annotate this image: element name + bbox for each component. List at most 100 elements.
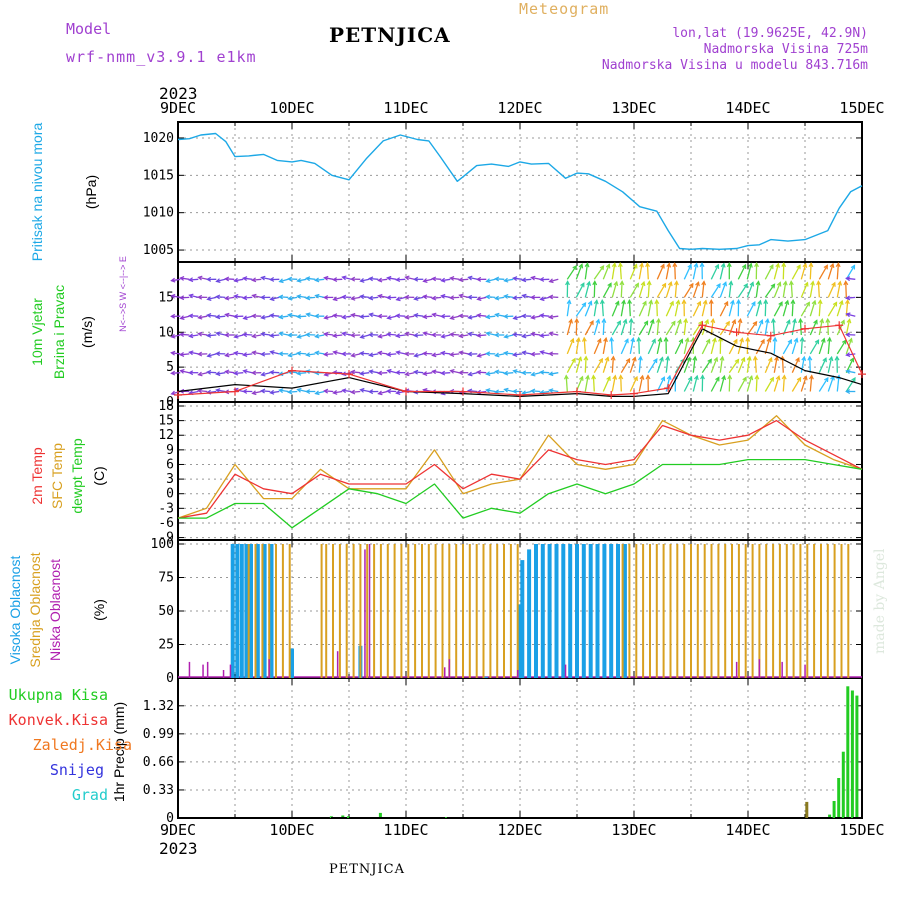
mid-cloud-bar xyxy=(434,544,437,678)
wind-arrow-head xyxy=(736,298,741,305)
low-cloud-bar xyxy=(804,664,806,678)
wind-gust-marker xyxy=(459,387,467,396)
lonlat-label: lon,lat (19.9625E, 42.9N) xyxy=(672,26,868,41)
wind-arrow-head xyxy=(530,294,536,300)
wind-arrow xyxy=(504,372,514,375)
high-cloud-bar xyxy=(527,549,532,678)
wind-arrow-head xyxy=(368,276,374,282)
wind-arrow-head xyxy=(630,336,636,343)
wind-arrow-head xyxy=(846,318,852,324)
wind-arrow xyxy=(602,264,610,280)
wind-gust-marker xyxy=(174,391,182,400)
precip-legend-zaledjkisa: Zaledj.Kisa xyxy=(33,736,132,754)
wind-arrow xyxy=(619,263,622,280)
wind-arrow-head xyxy=(494,369,500,375)
wind-arrow-head xyxy=(808,262,814,268)
wind-arrow-head xyxy=(659,356,664,362)
x-tick-label-bottom: 15DEC xyxy=(839,821,884,839)
wind-arrow-head xyxy=(467,331,473,337)
wind-arrow-head xyxy=(215,294,221,300)
wind-arrow xyxy=(701,300,707,317)
wind-arrow xyxy=(198,315,208,319)
wind-arrow xyxy=(171,334,181,338)
wind-arrow xyxy=(602,337,607,355)
mid-cloud-bar xyxy=(448,544,451,678)
wind-arrow xyxy=(522,390,532,395)
wind-arrow xyxy=(243,333,253,336)
wind-arrow-head xyxy=(728,280,734,286)
x-tick-label-bottom: 10DEC xyxy=(269,821,314,839)
wind-arrow-head xyxy=(768,356,773,363)
wind-arrow-head xyxy=(305,332,311,338)
wind-arrow-head xyxy=(702,299,708,305)
wind-arrow xyxy=(638,301,647,317)
wind-arrow xyxy=(441,334,451,338)
wind-arrow-head xyxy=(802,375,808,381)
precip-bar xyxy=(832,801,836,818)
high-cloud-bar xyxy=(235,544,240,678)
wind-arrow xyxy=(396,351,406,355)
wind-arrow xyxy=(620,300,625,317)
wind-arrow-head xyxy=(170,350,176,356)
wind-arrow xyxy=(611,263,616,280)
wind-arrow xyxy=(261,315,271,319)
wind-arrow-head xyxy=(766,337,772,343)
wind-arrow xyxy=(522,278,532,281)
wind-arrow xyxy=(279,296,289,299)
wind-arrow xyxy=(225,296,235,300)
wind-arrow xyxy=(207,296,217,300)
wind-arrow xyxy=(818,377,829,392)
wind-arrow xyxy=(477,371,487,374)
wind-arrow-head xyxy=(170,370,176,376)
wind-arrow xyxy=(216,295,226,299)
wind-arrow xyxy=(701,281,705,298)
wind-arrow xyxy=(405,315,415,319)
wind-arrow xyxy=(656,357,664,373)
high-cloud-bar xyxy=(547,544,552,678)
wind-arrow-head xyxy=(341,351,347,357)
wind-arrow xyxy=(171,352,181,355)
wind-arrow xyxy=(754,356,757,373)
wind-arrow-head xyxy=(206,332,212,338)
wind-arrow-head xyxy=(350,332,356,338)
wind-arrow xyxy=(477,353,487,357)
high-cloud-bar xyxy=(520,560,525,678)
wind-arrow xyxy=(387,315,397,319)
wind-arrow-head xyxy=(599,265,605,271)
wind-arrow-head xyxy=(386,295,392,301)
y-tick-label: 50 xyxy=(158,604,174,619)
wind-arrow xyxy=(468,332,478,336)
wind-arrow xyxy=(719,321,730,336)
wind-arrow xyxy=(809,300,816,317)
wind-arrow-head xyxy=(224,295,230,301)
wind-arrow xyxy=(423,372,433,375)
wind-axis-title: 10m Vjetar xyxy=(29,298,45,366)
wind-arrow-head xyxy=(741,263,747,270)
wind-arrow xyxy=(252,294,262,299)
wind-arrow xyxy=(486,389,496,393)
wind-arrow-head xyxy=(616,320,621,326)
wind-arrow-head xyxy=(530,351,536,357)
wind-arrow xyxy=(279,315,289,318)
mid-cloud-bar xyxy=(332,544,334,678)
wind-arrow-head xyxy=(485,371,491,377)
wind-arrow-head xyxy=(605,263,611,269)
mid-cloud-bar xyxy=(496,544,499,678)
high-cloud-bar xyxy=(262,544,267,678)
wind-arrow-head xyxy=(572,264,577,271)
mid-cloud-bar xyxy=(731,544,733,678)
mid-cloud-bar xyxy=(792,544,795,678)
wind-arrow xyxy=(171,372,181,374)
wind-arrow xyxy=(324,390,334,393)
wind-arrow-head xyxy=(287,389,293,395)
wind-unit-label: (m/s) xyxy=(79,316,95,348)
wind-arrow xyxy=(459,294,469,299)
wind-arrow xyxy=(477,334,487,337)
low-cloud-bar xyxy=(448,659,451,678)
wind-arrow-head xyxy=(332,296,338,302)
wind-arrow xyxy=(719,282,727,298)
wind-arrow xyxy=(171,295,181,299)
wind-arrow xyxy=(728,359,740,374)
wind-arrow xyxy=(198,332,208,336)
dewpt-axis-title: dewpt Temp xyxy=(69,438,85,513)
